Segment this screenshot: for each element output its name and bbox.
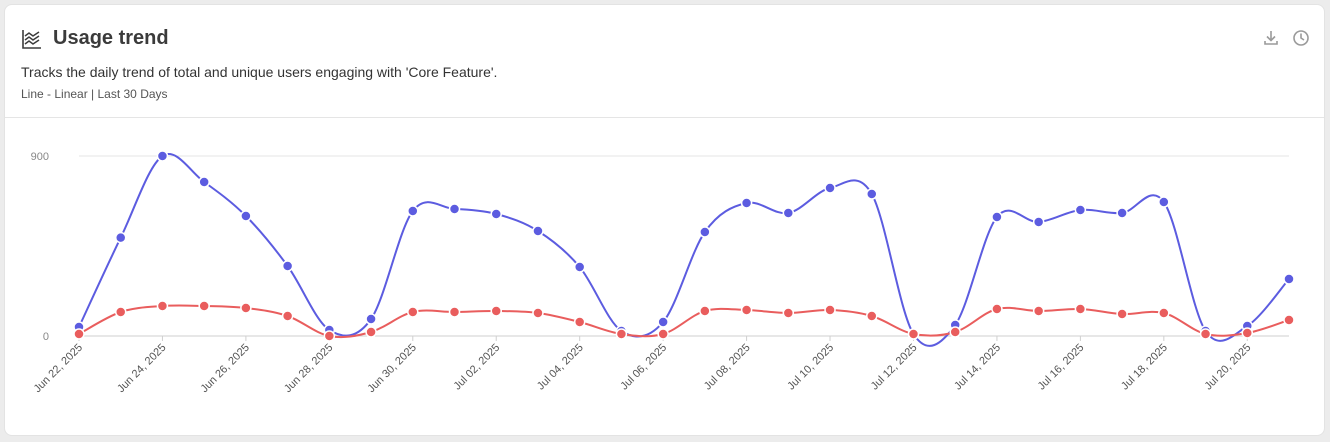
- series-1-point: [448, 203, 461, 215]
- series-2-point: [240, 302, 252, 314]
- series-2-point: [782, 307, 795, 319]
- series-2-point: [657, 328, 669, 340]
- series-2-point: [532, 307, 544, 319]
- series-1-point: [1158, 196, 1170, 208]
- series-2-point: [281, 310, 294, 322]
- series-1-point: [573, 261, 586, 273]
- series-1-point: [1116, 207, 1128, 219]
- series-2-point: [1074, 303, 1087, 315]
- series-2-point: [365, 326, 377, 338]
- series-1-point: [490, 208, 502, 220]
- history-icon[interactable]: [1292, 29, 1310, 47]
- chart-subtitle: Tracks the daily trend of total and uniq…: [21, 64, 498, 80]
- series-2-point: [323, 330, 336, 342]
- series-2-point: [907, 328, 920, 340]
- series-1-point: [156, 150, 169, 162]
- x-tick-label: Jun 30, 2025: [365, 342, 418, 395]
- series-1-point: [991, 211, 1003, 223]
- usage-line-chart: 0 900 Jun 22, 2025 Jun 24, 2025 Jun 26, 2025…: [31, 150, 1295, 395]
- series-1-point: [407, 205, 419, 217]
- series-1-point: [532, 225, 544, 237]
- x-tick-label: Jun 22, 2025: [32, 342, 85, 395]
- x-tick-label: Jul 02, 2025: [451, 342, 502, 393]
- series-2-point: [824, 304, 836, 316]
- header-actions: [1262, 29, 1310, 47]
- line-chart-icon: [22, 29, 41, 49]
- y-tick-label: 900: [31, 151, 49, 163]
- series-2-point: [448, 306, 461, 318]
- series-2-point: [73, 328, 85, 340]
- series-1-point: [114, 231, 127, 244]
- series-2-point: [1116, 308, 1128, 320]
- x-tick-label: Jul 08, 2025: [702, 342, 753, 393]
- title-row: Usage trend: [21, 27, 169, 50]
- series-2-point: [1283, 314, 1295, 326]
- page-title: Usage trend: [53, 27, 169, 49]
- series-1-point: [1283, 273, 1295, 285]
- y-tick-label: 0: [43, 331, 49, 343]
- x-tick-label: Jul 04, 2025: [535, 342, 586, 393]
- chart-meta: Line - Linear | Last 30 Days: [21, 87, 168, 101]
- series-1-point: [281, 260, 294, 272]
- series-1-point: [782, 207, 795, 219]
- series-2-point: [1158, 307, 1170, 319]
- x-tick-label: Jul 16, 2025: [1036, 342, 1087, 393]
- series-1-point: [699, 226, 711, 238]
- series-1-point: [657, 316, 669, 328]
- series-2-point: [1241, 327, 1254, 339]
- series-1-point: [365, 313, 377, 325]
- x-tick-label: Jun 24, 2025: [115, 342, 168, 395]
- series-1-point: [866, 188, 878, 200]
- series-2-point: [991, 303, 1003, 315]
- x-tick-label: Jun 28, 2025: [282, 342, 335, 395]
- series-1-point: [1074, 204, 1087, 216]
- series-2-point: [949, 326, 961, 338]
- series-2-point: [198, 300, 210, 312]
- x-tick-label: Jul 06, 2025: [618, 342, 669, 393]
- x-tick-label: Jul 20, 2025: [1203, 342, 1254, 393]
- series-2-point: [615, 328, 628, 340]
- x-tick-label: Jul 14, 2025: [952, 342, 1003, 393]
- series-1-point: [740, 197, 753, 209]
- series-2-point: [1199, 328, 1212, 340]
- series-2-point: [866, 310, 878, 322]
- card-header: Usage trend Tracks the daily trend of to…: [5, 5, 1324, 118]
- series-1-line: [78, 153, 1290, 347]
- series-2-point: [490, 305, 502, 317]
- x-tick-label: Jul 12, 2025: [869, 342, 920, 393]
- series-1-point: [198, 176, 210, 188]
- series-2-point: [114, 306, 127, 318]
- series-2-point: [1032, 305, 1045, 317]
- series-1-point: [240, 210, 252, 222]
- series-1-point: [1032, 216, 1045, 228]
- series-2-line: [78, 304, 1290, 339]
- x-tick-label: Jun 26, 2025: [199, 342, 252, 395]
- series-2-point: [573, 316, 586, 328]
- series-2-point: [156, 300, 169, 312]
- series-2-point: [699, 305, 711, 317]
- x-tick-label: Jul 18, 2025: [1119, 342, 1170, 393]
- usage-trend-card: Usage trend Tracks the daily trend of to…: [4, 4, 1325, 436]
- series-1-point: [824, 182, 836, 194]
- download-icon[interactable]: [1262, 29, 1280, 47]
- x-tick-label: Jul 10, 2025: [785, 342, 836, 393]
- series-2-point: [740, 304, 753, 316]
- series-2-point: [407, 306, 419, 318]
